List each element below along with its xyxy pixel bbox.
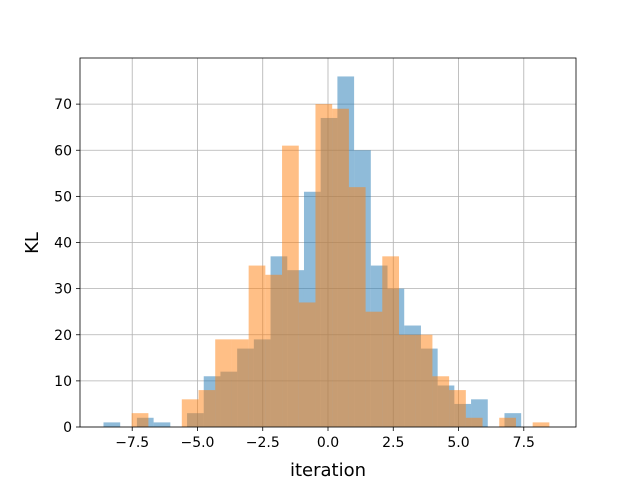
histogram-bar-series-2 [131, 413, 149, 427]
histogram-bar-series-2 [499, 417, 516, 427]
histogram-bar-series-2 [315, 104, 333, 427]
histogram-bar-series-2 [465, 417, 483, 427]
y-tick-label: 10 [54, 374, 72, 390]
histogram-bar-series-1 [103, 422, 121, 427]
x-axis-label: iteration [290, 460, 366, 480]
y-tick-label: 20 [54, 328, 72, 344]
y-axis-ticks: 0 10 20 30 40 50 60 70 [54, 97, 80, 436]
y-tick-label: 40 [54, 236, 72, 252]
x-tick-label: −5.0 [180, 435, 214, 451]
histogram-bars [103, 76, 550, 428]
histogram-bar-series-2 [298, 302, 316, 427]
x-tick-label: −2.5 [246, 435, 280, 451]
y-axis-label: KL [22, 232, 43, 254]
x-tick-label: −7.5 [115, 435, 149, 451]
histogram-bar-series-2 [231, 339, 249, 427]
histogram-bar-series-2 [332, 108, 349, 428]
histogram-bar-series-2 [198, 390, 216, 427]
y-tick-label: 0 [63, 420, 72, 436]
y-tick-label: 50 [54, 189, 72, 205]
histogram-bar-series-2 [215, 339, 232, 427]
y-tick-label: 60 [54, 143, 72, 159]
histogram-bar-series-2 [532, 422, 550, 427]
histogram-bar-series-2 [382, 256, 400, 427]
histogram-bar-series-2 [181, 399, 199, 427]
histogram-bar-series-2 [432, 376, 450, 427]
histogram-bar-series-2 [348, 187, 366, 427]
y-tick-label: 70 [54, 97, 72, 113]
x-tick-label: 5.0 [447, 435, 469, 451]
histogram-bar-series-2 [365, 311, 383, 427]
x-axis-ticks: −7.5 −5.0 −2.5 0.0 2.5 5.0 7.5 [115, 427, 535, 451]
histogram-bar-series-2 [282, 145, 299, 427]
histogram-bar-series-2 [265, 274, 283, 427]
x-tick-label: 2.5 [382, 435, 404, 451]
histogram-bar-series-2 [248, 265, 266, 427]
histogram-bar-series-1 [153, 422, 171, 427]
histogram-bar-series-2 [449, 390, 466, 427]
histogram-bar-series-2 [399, 334, 416, 427]
x-tick-label: 0.0 [317, 435, 339, 451]
y-tick-label: 30 [54, 282, 72, 298]
histogram-bar-series-2 [415, 334, 433, 427]
x-tick-label: 7.5 [513, 435, 535, 451]
